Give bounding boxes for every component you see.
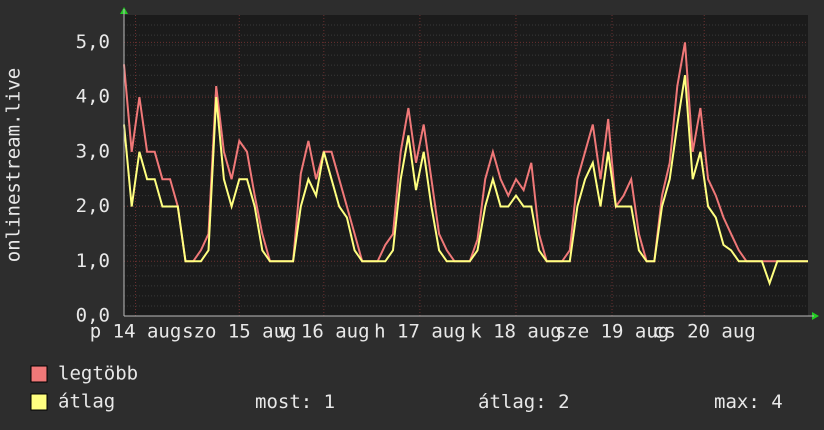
legend-label: legtöbb xyxy=(58,363,138,385)
x-tick-label: p 14 aug xyxy=(90,321,182,343)
x-tick-label: v 16 aug xyxy=(278,321,370,343)
stat: max: 4 xyxy=(714,391,783,413)
stat-value: 1 xyxy=(324,391,335,413)
legend-swatch xyxy=(30,393,48,411)
stat-label: most: xyxy=(255,391,312,413)
x-tick-label: sze 19 aug xyxy=(555,321,669,343)
axis-arrow xyxy=(812,312,819,320)
x-tick-label: h 17 aug xyxy=(374,321,466,343)
y-tick-label: 0,0 xyxy=(76,305,110,327)
stat-label: max: xyxy=(714,391,760,413)
legend-swatch xyxy=(30,365,48,383)
stat: átlag: 2 xyxy=(478,391,570,413)
x-tick-label: cs 20 aug xyxy=(653,321,756,343)
y-tick-label: 4,0 xyxy=(76,86,110,108)
series-line xyxy=(123,75,808,287)
stat: most: 1 xyxy=(255,391,335,413)
stat-value: 4 xyxy=(771,391,782,413)
legend-label: átlag xyxy=(58,391,115,413)
y-tick-label: 5,0 xyxy=(76,31,110,53)
x-tick-label: szo 15 aug xyxy=(182,321,296,343)
stat-label: átlag: xyxy=(478,391,547,413)
y-tick-label: 1,0 xyxy=(76,250,110,272)
y-tick-label: 3,0 xyxy=(76,140,110,162)
y-axis-label: onlinestream.live xyxy=(3,68,25,262)
stat-value: 2 xyxy=(558,391,569,413)
y-tick-label: 2,0 xyxy=(76,195,110,217)
x-tick-label: k 18 aug xyxy=(470,321,562,343)
